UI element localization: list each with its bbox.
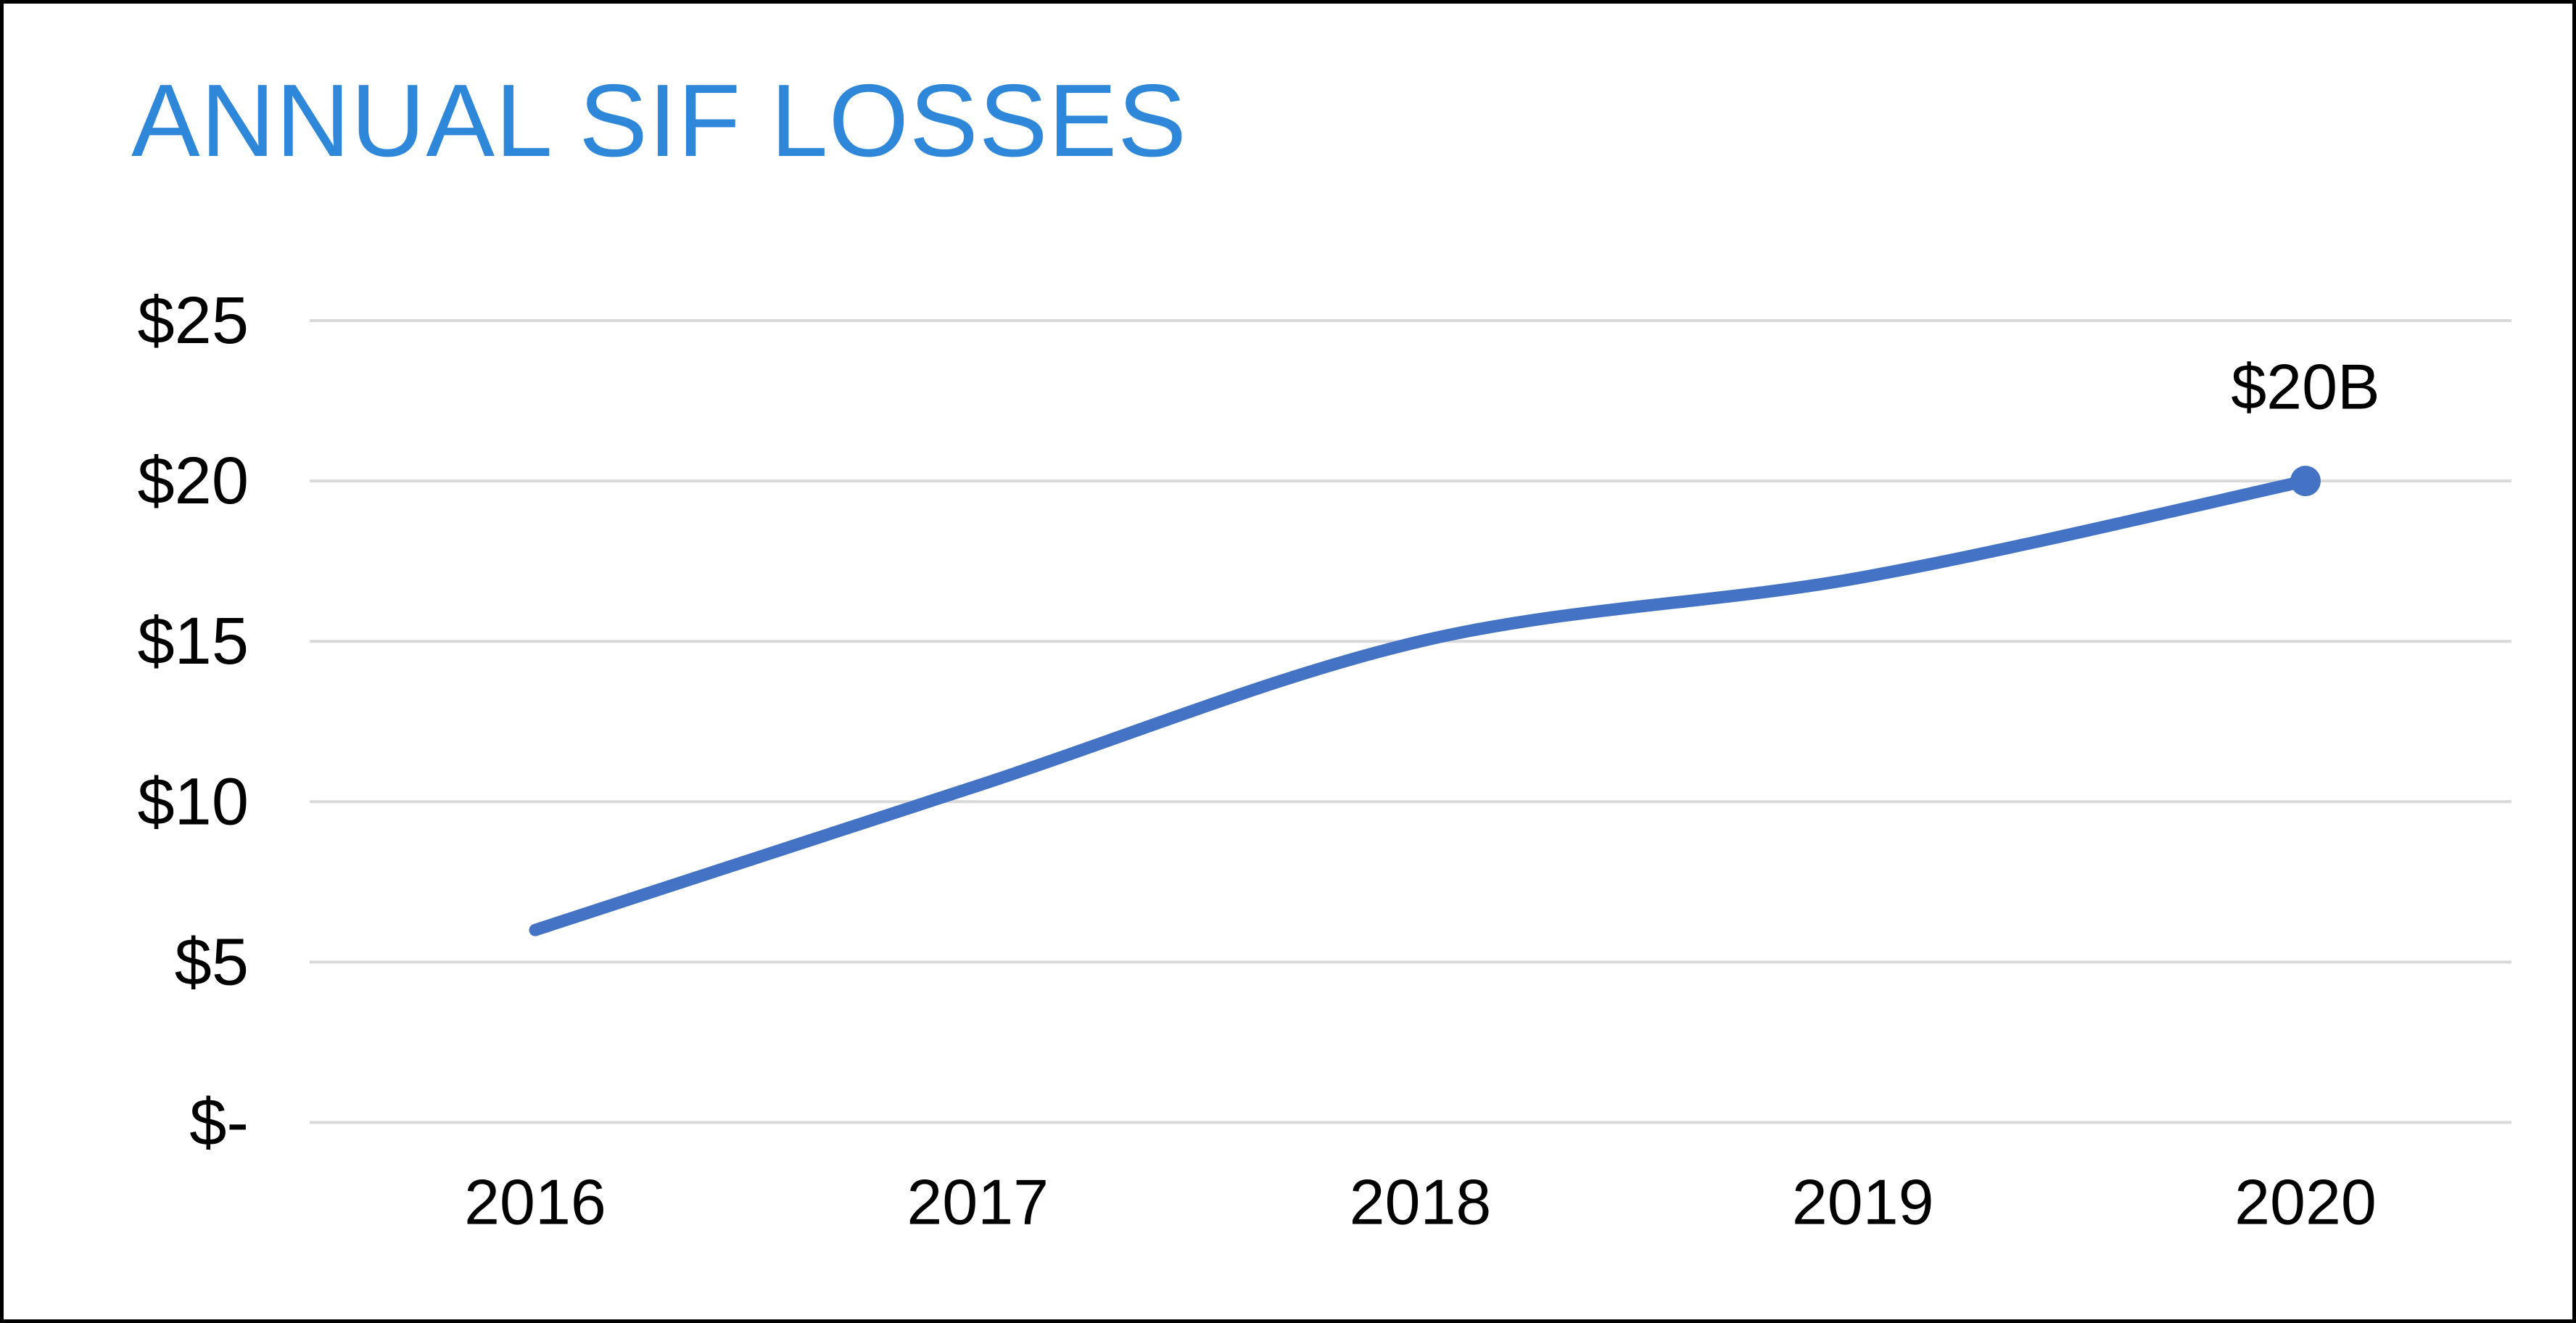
y-axis-tick-label: $10 xyxy=(138,764,249,838)
x-axis-tick-label: 2017 xyxy=(907,1166,1049,1238)
last-point-marker xyxy=(2290,466,2321,497)
x-axis-tick-label: 2020 xyxy=(2234,1166,2377,1238)
y-axis-tick-label: $25 xyxy=(138,284,249,358)
y-axis-tick-label: $15 xyxy=(138,604,249,678)
y-axis-tick-label: $- xyxy=(189,1086,249,1160)
x-axis-tick-label: 2016 xyxy=(464,1166,606,1238)
x-axis-tick-label: 2019 xyxy=(1792,1166,1934,1238)
y-axis-tick-label: $5 xyxy=(175,925,249,999)
chart-canvas: $- $5 $10 $15 $20 $25 2016 2017 2018 2019 2020 $20B xyxy=(138,284,2511,1238)
y-axis-tick-label: $20 xyxy=(138,444,249,518)
x-axis-tick-label: 2018 xyxy=(1350,1166,1492,1238)
chart-title: ANNUAL SIF LOSSES xyxy=(131,63,1187,178)
last-point-data-label: $20B xyxy=(2231,351,2380,423)
series-line xyxy=(529,474,2312,936)
